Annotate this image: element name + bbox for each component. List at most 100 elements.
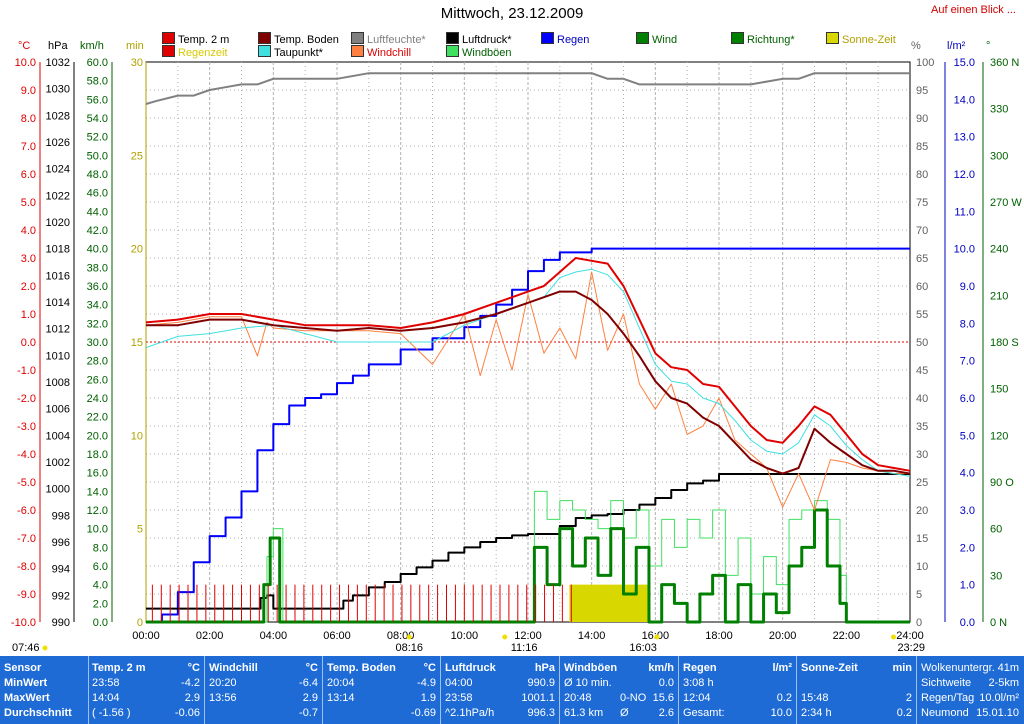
wind-axis-tick-label: 18.0	[87, 449, 108, 461]
stat-time: 23:58	[445, 692, 473, 704]
stat-value: 0.0	[658, 677, 674, 689]
stat-value: 10.0	[770, 707, 792, 719]
legend-label: Luftdruck*	[462, 34, 512, 46]
wind-axis-tick-label: 40.0	[87, 244, 108, 256]
percent-axis-tick-label: 70	[916, 225, 928, 237]
legend-swatch	[636, 32, 649, 44]
pressure-axis-tick-label: 992	[52, 590, 70, 602]
astro-noon-label: 11:16	[511, 642, 538, 654]
pressure-axis-tick-label: 1012	[46, 324, 70, 336]
percent-axis-tick-label: 35	[916, 421, 928, 433]
stats-col-regen: Regen l/m² 3:08 h 12:04 0.2 Gesamt: 10.0	[679, 656, 797, 724]
rain-axis-tick-label: 9.0	[960, 281, 975, 293]
pressure-axis-tick-label: 1020	[46, 217, 70, 229]
pressure-axis-tick-label: 1008	[46, 377, 70, 389]
stat-header: Windböen	[564, 662, 618, 674]
temp-axis-tick-label: 8.0	[21, 113, 36, 125]
pressure-axis-tick-label: 1022	[46, 190, 70, 202]
pressure-axis-tick-label: 994	[52, 564, 70, 576]
rain-axis-tick-label: 14.0	[954, 94, 975, 106]
rain-axis-tick-label: 0.0	[960, 617, 975, 629]
stat-value: 0.2	[896, 707, 912, 719]
percent-axis-tick-label: 95	[916, 85, 928, 97]
stat-unit: °C	[305, 662, 318, 674]
legend-swatch	[162, 32, 175, 44]
percent-axis-tick-label: 25	[916, 477, 928, 489]
wind-axis-tick-label: 30.0	[87, 337, 108, 349]
direction-axis-tick-label: 300	[990, 150, 1008, 162]
pressure-axis-tick-label: 996	[52, 537, 70, 549]
legend-label: Luftfeuchte*	[367, 34, 426, 46]
stat-extra-key: Neumond	[921, 707, 969, 719]
temp-axis-tick-label: 3.0	[21, 253, 36, 265]
temp-axis-tick-label: -9.0	[17, 589, 36, 601]
percent-axis-tick-label: 0	[916, 617, 922, 629]
pressure-axis-tick-label: 998	[52, 510, 70, 522]
percent-axis-tick-label: 85	[916, 141, 928, 153]
stat-time: 15:48	[801, 692, 829, 704]
astro-dawn-label: 07:46	[12, 642, 40, 654]
wind-axis-tick-label: 28.0	[87, 356, 108, 368]
series-taupunkt	[145, 268, 911, 477]
pressure-axis-tick-label: 1014	[46, 297, 70, 309]
astro-dusk-label: 23:29	[897, 642, 925, 654]
legend-swatch	[351, 32, 364, 44]
stat-value: 2.9	[184, 692, 200, 704]
stat-time: 14:04	[92, 692, 120, 704]
percent-axis-tick-label: 40	[916, 393, 928, 405]
astro-sunset-label: 16:03	[629, 642, 657, 654]
wind-axis-tick-label: 2.0	[93, 598, 108, 610]
legend-label: Wind	[652, 34, 678, 46]
stat-time: 13:56	[209, 692, 237, 704]
stats-col-boden: Temp. Boden °C 20:04 -4.9 13:14 1.9 -0.69	[323, 656, 441, 724]
rain-axis-tick-label: 1.0	[960, 580, 975, 592]
temp-axis-tick-label: -6.0	[17, 505, 36, 517]
direction-axis-tick-label: 30	[990, 570, 1002, 582]
series-temp-boden	[146, 290, 911, 475]
astro-sunset-marker	[654, 634, 660, 640]
stats-col-windchill: Windchill °C 20:20 -6.4 13:56 2.9 -0.7	[205, 656, 323, 724]
percent-axis-tick-label: 60	[916, 281, 928, 293]
weather-chart: 10.0 9.0 8.0 7.0 6.0 5.0 4.0 3.0 2.0 1.0 0.0 -1.0 -2…	[11, 57, 1022, 654]
wind-axis-tick-label: 36.0	[87, 281, 108, 293]
legend-item: Regenzeit	[162, 45, 228, 59]
legend-item: Wind	[636, 32, 677, 46]
overview-link[interactable]: Auf einen Blick ...	[931, 4, 1016, 16]
stat-value: 2.6	[658, 707, 674, 719]
stat-time: Gesamt:	[683, 707, 725, 719]
legend-label: Taupunkt*	[274, 47, 323, 59]
direction-axis-tick-label: 150	[990, 384, 1008, 396]
legend-item: Temp. Boden	[258, 32, 339, 46]
astro-sunrise-label: 08:16	[395, 642, 423, 654]
wind-axis-tick-label: 24.0	[87, 393, 108, 405]
legend-item: Sonne-Zeit	[826, 32, 896, 46]
stat-value: -6.4	[299, 677, 318, 689]
stat-unit: °C	[187, 662, 200, 674]
stat-unit: l/m²	[772, 662, 792, 674]
legend-item: Windchill	[351, 45, 411, 59]
astro-noon-marker	[502, 634, 508, 640]
series-wind	[146, 508, 910, 624]
temp-axis-tick-label: -3.0	[17, 421, 36, 433]
stat-value: 1001.1	[521, 692, 555, 704]
legend-swatch	[541, 32, 554, 44]
wind-axis-tick-label: 10.0	[87, 524, 108, 536]
legend-label: Regenzeit	[178, 47, 228, 59]
direction-axis-tick-label: 270 W	[990, 197, 1022, 209]
time-tick-label: 20:00	[769, 630, 797, 642]
percent-unit-label: %	[911, 40, 921, 52]
temp-axis-tick-label: 10.0	[15, 57, 36, 69]
temp-axis-tick-label: -5.0	[17, 477, 36, 489]
stats-row-avg: Durchschnitt	[4, 707, 72, 719]
stat-value: -0.06	[174, 707, 200, 719]
wind-axis-tick-label: 50.0	[87, 150, 108, 162]
percent-axis-tick-label: 20	[916, 505, 928, 517]
wind-axis-tick-label: 12.0	[87, 505, 108, 517]
pressure-axis-tick-label: 1002	[46, 457, 70, 469]
temp-axis-tick-label: 9.0	[21, 85, 36, 97]
stats-panel: Sensor MinWert MaxWert Durchschnitt Temp…	[0, 656, 1024, 724]
wind-axis-tick-label: 16.0	[87, 468, 108, 480]
time-tick-label: 06:00	[323, 630, 351, 642]
temp-axis-tick-label: -8.0	[17, 561, 36, 573]
astro-dawn-marker	[42, 645, 48, 651]
